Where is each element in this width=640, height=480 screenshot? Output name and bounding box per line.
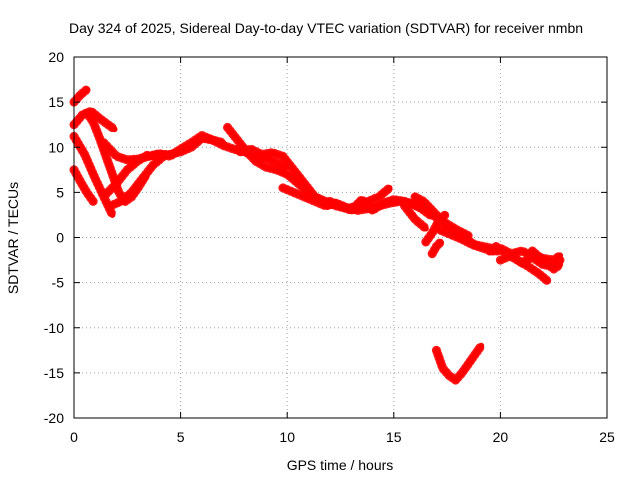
series-markers-arc-4 [69, 165, 98, 206]
y-tick-label: 20 [48, 49, 64, 65]
grid-lines [74, 57, 607, 418]
series-markers-arc-17 [427, 237, 446, 259]
x-tick-label: 0 [70, 429, 78, 445]
x-tick-label: 20 [493, 429, 509, 445]
y-tick-label: -15 [44, 365, 64, 381]
series-markers-arc-14 [400, 201, 431, 233]
series-markers-arc-23 [527, 246, 565, 274]
chart-title: Day 324 of 2025, Sidereal Day-to-day VTE… [69, 20, 583, 36]
series-markers-arc-19 [431, 341, 486, 385]
x-tick-label: 25 [599, 429, 615, 445]
series-markers-arc-8 [101, 150, 154, 199]
x-tick-label: 10 [279, 429, 295, 445]
data-series [69, 85, 565, 385]
axis-ticks: 0 5 10 15 20 25 -20 -15 -10 -5 0 5 10 15 20 [44, 49, 615, 445]
series-markers-arc-1 [69, 85, 92, 107]
y-tick-label: -5 [52, 275, 65, 291]
y-tick-label: 15 [48, 94, 64, 110]
x-axis-label: GPS time / hours [287, 457, 394, 473]
y-tick-label: 0 [56, 230, 64, 246]
y-tick-label: -10 [44, 320, 64, 336]
series-markers-arc-16 [421, 210, 450, 247]
series-markers-arc-2 [69, 106, 119, 134]
series-markers-arc-7 [105, 151, 168, 211]
y-axis-label: SDTVAR / TECUs [5, 182, 21, 294]
y-tick-label: -20 [44, 410, 64, 426]
x-tick-label: 5 [177, 429, 185, 445]
x-tick-label: 15 [386, 429, 402, 445]
y-tick-label: 10 [48, 139, 64, 155]
plot-frame [73, 56, 608, 419]
y-tick-label: 5 [56, 184, 64, 200]
